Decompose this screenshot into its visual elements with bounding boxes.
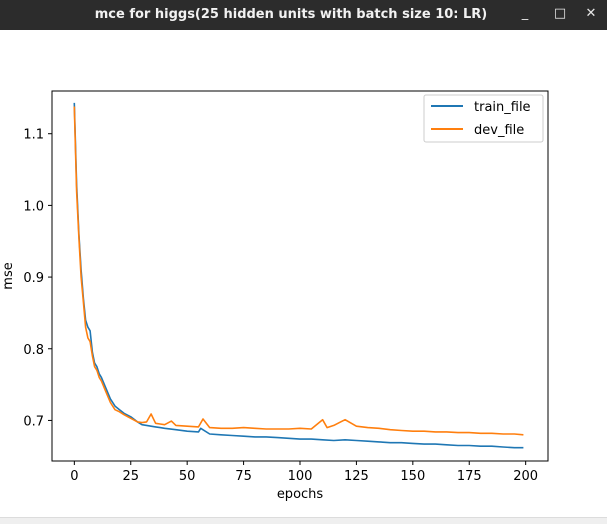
x-tick-label: 125 <box>344 469 369 484</box>
series-line-dev-file <box>73 106 524 436</box>
line-chart: 0 25 50 75 100 125 150 175 200 0.7 0.8 0.9 1.0 1.1 e… <box>1 90 549 502</box>
legend-label-train: train_file <box>474 100 531 115</box>
x-tick-label: 200 <box>513 469 538 484</box>
y-tick-label: 0.8 <box>23 343 44 358</box>
plot-marks <box>73 102 524 449</box>
window-title: mce for higgs(25 hidden units with batch… <box>94 7 488 22</box>
x-axis-label: epochs <box>277 487 324 502</box>
y-tick-label: 1.0 <box>23 199 44 214</box>
figure-canvas: 0 25 50 75 100 125 150 175 200 0.7 0.8 0.9 1.0 1.1 e… <box>0 30 607 517</box>
x-tick-label: 25 <box>122 469 139 484</box>
x-tick-label: 150 <box>400 469 425 484</box>
series-line-train-file <box>73 102 524 449</box>
legend-label-dev: dev_file <box>474 123 524 138</box>
x-tick-label: 175 <box>457 469 482 484</box>
legend: train_file dev_file <box>423 94 544 143</box>
status-bar <box>0 517 607 524</box>
maximize-button[interactable]: □ <box>553 6 567 21</box>
y-tick-label: 1.1 <box>23 128 44 143</box>
minimize-button[interactable]: _ <box>521 6 529 21</box>
y-axis-ticks: 0.7 0.8 0.9 1.0 1.1 <box>23 128 52 429</box>
x-tick-label: 0 <box>70 469 78 484</box>
y-tick-label: 0.7 <box>23 414 44 429</box>
x-tick-label: 50 <box>179 469 196 484</box>
x-tick-label: 75 <box>235 469 252 484</box>
window-titlebar: mce for higgs(25 hidden units with batch… <box>0 0 607 30</box>
x-axis-ticks: 0 25 50 75 100 125 150 175 200 <box>70 461 538 484</box>
close-button[interactable]: ✕ <box>585 6 597 21</box>
y-axis-label: mse <box>1 262 16 289</box>
y-tick-label: 0.9 <box>23 271 44 286</box>
x-tick-label: 100 <box>288 469 313 484</box>
axes-frame <box>51 90 549 462</box>
